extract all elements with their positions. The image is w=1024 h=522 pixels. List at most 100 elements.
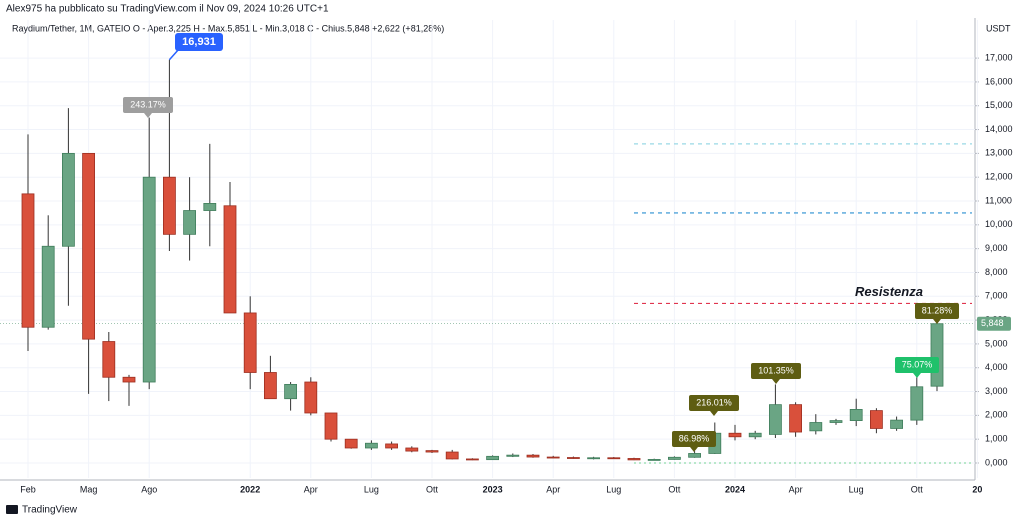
candle-body bbox=[142, 176, 156, 383]
candle-body bbox=[385, 443, 399, 449]
last-price-box bbox=[977, 316, 1011, 331]
candle-body bbox=[728, 432, 742, 438]
candle-body bbox=[829, 420, 843, 423]
footer: TradingView bbox=[22, 505, 78, 516]
x-tick-label: Apr bbox=[546, 484, 560, 494]
y-tick-label: 5,000 bbox=[985, 338, 1008, 348]
annotation-label: 101.35% bbox=[758, 365, 794, 375]
candle-body bbox=[62, 152, 75, 247]
x-tick-label: Ago bbox=[141, 484, 157, 494]
logo bbox=[6, 505, 18, 514]
annotation-pointer bbox=[913, 373, 921, 378]
last-price-label: 5,848 bbox=[981, 318, 1004, 328]
annotation-label: 243.17% bbox=[130, 99, 166, 109]
candle-body bbox=[183, 210, 197, 235]
y-tick-label: 11,000 bbox=[985, 195, 1012, 205]
annotation-pointer bbox=[144, 113, 152, 118]
x-tick-label: 20 bbox=[972, 484, 982, 494]
annotation-pointer bbox=[772, 379, 780, 384]
candle-body bbox=[567, 457, 580, 459]
y-tick-label: 13,000 bbox=[985, 148, 1013, 158]
candle-body bbox=[324, 412, 338, 440]
grid bbox=[0, 20, 979, 478]
candle-body bbox=[41, 245, 55, 328]
y-tick-label: 2,000 bbox=[985, 410, 1008, 420]
candle-body bbox=[506, 454, 520, 457]
candle-body bbox=[223, 205, 237, 314]
candle-body bbox=[546, 456, 560, 459]
candle-body bbox=[364, 442, 378, 449]
y-tick-label: 15,000 bbox=[985, 100, 1013, 110]
annotation-box bbox=[915, 303, 959, 319]
y-tick-label: 12,000 bbox=[985, 172, 1013, 182]
x-tick-label: Feb bbox=[20, 484, 36, 494]
legend: Raydium/Tether, 1M, GATEIO O - Aper.3,22… bbox=[12, 23, 444, 33]
logo-icon bbox=[6, 505, 18, 514]
y-tick-label: 9,000 bbox=[985, 243, 1008, 253]
marks bbox=[21, 59, 944, 461]
annotation-box bbox=[123, 97, 173, 113]
candle-body bbox=[344, 438, 358, 449]
labels: 0,0001,0002,0003,0004,0005,0006,0007,000… bbox=[20, 33, 1013, 494]
x-tick-label: 2023 bbox=[483, 484, 503, 494]
candle-body bbox=[21, 193, 35, 328]
candle-body bbox=[688, 453, 701, 458]
x-tick-label: Lug bbox=[606, 484, 621, 494]
candle-body bbox=[486, 455, 500, 461]
candle-body bbox=[769, 404, 782, 435]
y-tick-label: 17,000 bbox=[985, 52, 1013, 62]
x-tick-label: Apr bbox=[789, 484, 803, 494]
candle-body bbox=[445, 451, 459, 460]
candle-body bbox=[405, 447, 419, 452]
candle-body bbox=[263, 372, 277, 400]
y-tick-label: 16,000 bbox=[985, 76, 1013, 86]
y-tick-label: 14,000 bbox=[985, 124, 1013, 134]
candle-body bbox=[930, 323, 944, 387]
x-tick-label: Mag bbox=[80, 484, 98, 494]
candle-body bbox=[526, 454, 540, 458]
y-tick-label: 10,000 bbox=[985, 219, 1013, 229]
annotation-box bbox=[751, 363, 801, 379]
candle-body bbox=[162, 176, 176, 235]
x-tick-label: Ott bbox=[911, 484, 924, 494]
x-tick-label: Ott bbox=[426, 484, 439, 494]
x-tick-label: Apr bbox=[304, 484, 318, 494]
candle-body bbox=[789, 404, 802, 433]
y-axis-label: USDT bbox=[986, 23, 1011, 33]
x-tick-label: Ott bbox=[668, 484, 681, 494]
candle-body bbox=[748, 432, 762, 438]
y-tick-label: 7,000 bbox=[985, 291, 1008, 301]
candle-body bbox=[870, 410, 883, 429]
x-tick-label: Lug bbox=[364, 484, 379, 494]
y-tick-label: 8,000 bbox=[985, 267, 1008, 277]
candle-body bbox=[82, 152, 95, 340]
annotation-box bbox=[895, 357, 939, 373]
candle-body bbox=[849, 409, 863, 422]
candle-body bbox=[203, 202, 217, 211]
x-tick-label: 2024 bbox=[725, 484, 745, 494]
candle-body bbox=[910, 386, 924, 421]
header: Alex975 ha pubblicato su TradingView.com… bbox=[6, 4, 329, 15]
candle-body bbox=[465, 458, 479, 461]
y-tick-label: 4,000 bbox=[985, 362, 1008, 372]
candle-body bbox=[284, 383, 298, 400]
candle-body bbox=[122, 376, 136, 383]
candle-body bbox=[809, 422, 823, 432]
annotation-pointer bbox=[710, 411, 718, 416]
candle-body bbox=[607, 457, 621, 460]
annotation-label: 216.01% bbox=[696, 397, 732, 407]
annotation-label: 75.07% bbox=[902, 359, 933, 369]
candle-body bbox=[627, 458, 641, 461]
candle-body bbox=[425, 450, 439, 453]
candle-body bbox=[647, 459, 661, 461]
y-tick-label: 1,000 bbox=[985, 434, 1008, 444]
candle-body bbox=[587, 457, 600, 460]
candle-body bbox=[668, 456, 681, 460]
y-tick-label: 0,000 bbox=[985, 457, 1008, 467]
max-label-box bbox=[175, 33, 223, 51]
annotation-box bbox=[672, 431, 716, 447]
annotation-label: 81.28% bbox=[922, 305, 953, 315]
level-label: Resistenza bbox=[855, 284, 923, 299]
